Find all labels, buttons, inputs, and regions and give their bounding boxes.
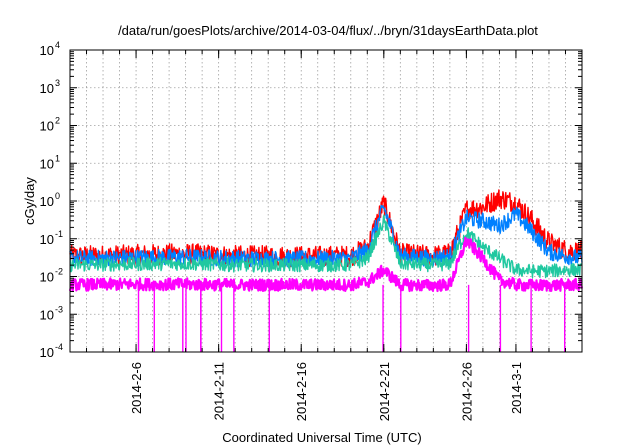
y-tick-exponent: 1 bbox=[55, 153, 60, 163]
y-tick-label: 10 bbox=[40, 345, 54, 360]
x-tick-label: 2014-2-26 bbox=[459, 362, 474, 421]
series-line bbox=[69, 189, 583, 268]
data-series bbox=[69, 189, 583, 268]
x-tick-label: 2014-3-1 bbox=[509, 362, 524, 414]
y-tick-label: 10 bbox=[40, 43, 54, 58]
y-tick-label: 10 bbox=[40, 232, 54, 247]
y-tick-exponent: -2 bbox=[55, 267, 63, 277]
y-tick-label: 10 bbox=[40, 307, 54, 322]
grid bbox=[70, 50, 582, 352]
data-series bbox=[69, 204, 583, 268]
plot-area bbox=[68, 189, 584, 352]
y-tick-label: 10 bbox=[40, 194, 54, 209]
y-tick-exponent: 4 bbox=[55, 40, 60, 50]
data-series bbox=[69, 214, 583, 279]
y-tick-exponent: -3 bbox=[55, 304, 63, 314]
y-axis-label: cGy/day bbox=[22, 177, 37, 225]
y-tick-exponent: -1 bbox=[55, 229, 63, 239]
y-tick-exponent: -4 bbox=[55, 342, 63, 352]
y-tick-label: 10 bbox=[40, 81, 54, 96]
data-series bbox=[68, 236, 584, 352]
x-tick-label: 2014-2-11 bbox=[212, 362, 227, 420]
y-tick-label: 10 bbox=[40, 270, 54, 285]
y-tick-exponent: 3 bbox=[55, 78, 60, 88]
x-tick-label: 2014-2-6 bbox=[129, 362, 144, 414]
chart-title: /data/run/goesPlots/archive/2014-03-04/f… bbox=[118, 23, 538, 38]
y-tick-label: 10 bbox=[40, 156, 54, 171]
x-tick-label: 2014-2-21 bbox=[377, 362, 392, 421]
y-tick-exponent: 0 bbox=[55, 191, 60, 201]
y-tick-label: 10 bbox=[40, 119, 54, 134]
x-axis-label: Coordinated Universal Time (UTC) bbox=[222, 430, 421, 445]
y-tick-exponent: 2 bbox=[55, 116, 60, 126]
series-line bbox=[69, 214, 583, 279]
series-line bbox=[69, 204, 583, 268]
x-tick-label: 2014-2-16 bbox=[294, 362, 309, 421]
series-line bbox=[68, 236, 584, 293]
